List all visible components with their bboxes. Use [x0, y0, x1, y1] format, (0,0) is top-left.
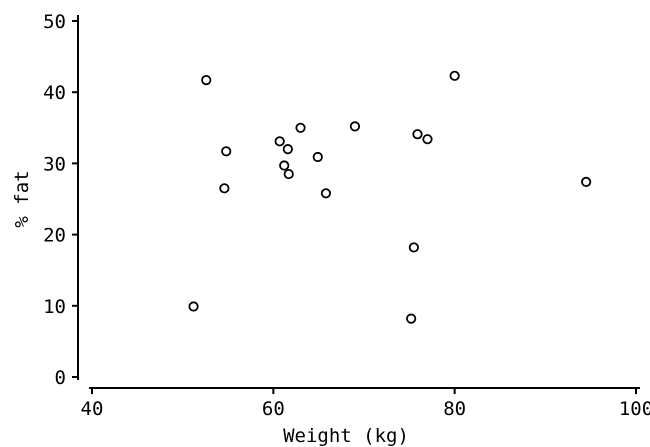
y-tick-label: 30 [43, 153, 66, 175]
scatter-point [408, 242, 419, 253]
y-axis-title: % fat [11, 170, 33, 227]
x-axis-ticks: 40 60 80 100 [81, 388, 650, 420]
scatter-point [349, 121, 361, 132]
x-tick-label: 60 [262, 398, 285, 420]
data-points [188, 70, 592, 324]
scatter-point [449, 70, 460, 81]
scatter-point [188, 301, 199, 312]
y-tick-label: 50 [43, 11, 66, 33]
axes [77, 15, 640, 389]
scatter-point [283, 168, 294, 180]
scatter-point [406, 313, 417, 324]
x-axis-title: Weight (kg) [283, 425, 409, 447]
scatter-point [219, 183, 230, 194]
scatter-point [282, 144, 293, 155]
x-tick-label: 40 [81, 398, 104, 420]
y-tick-label: 10 [43, 296, 66, 318]
scatter-point [274, 136, 285, 147]
scatter-point [412, 129, 423, 140]
scatter-point [201, 74, 212, 86]
scatter-point [221, 146, 232, 157]
scatter-point [295, 122, 306, 133]
x-tick-label: 100 [619, 398, 650, 420]
y-tick-label: 20 [43, 225, 66, 247]
scatter-point [581, 176, 592, 188]
scatter-point [320, 188, 332, 199]
scatter-point [279, 160, 290, 171]
y-tick-label: 0 [55, 367, 66, 389]
scatter-point [422, 134, 433, 145]
scatter-point [312, 151, 323, 163]
y-tick-label: 40 [43, 82, 66, 104]
y-axis-ticks: 0 10 20 30 40 50 [43, 11, 78, 389]
x-tick-label: 80 [443, 398, 466, 420]
